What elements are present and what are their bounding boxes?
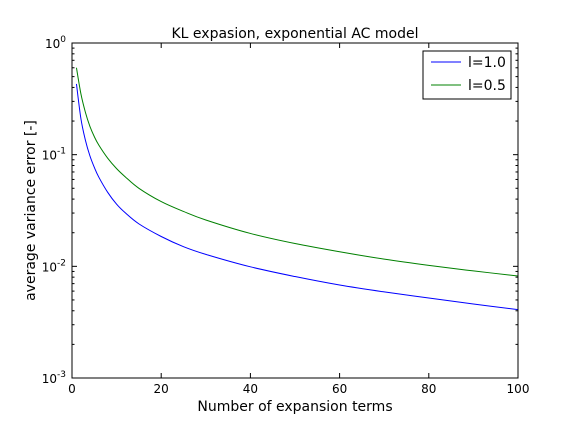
y-tick-label: 10-1 [42, 147, 66, 163]
series-line-2 [75, 67, 519, 277]
legend-label-l05: l=0.5 [468, 78, 506, 94]
y-tick-label: 10-2 [42, 258, 66, 274]
legend: l=1.0 l=0.5 [422, 50, 512, 100]
x-tick-label: 20 [154, 382, 169, 396]
y-tick-label: 100 [45, 35, 66, 51]
x-tick-label: 100 [507, 382, 530, 396]
x-tick-label: 80 [421, 382, 436, 396]
series-line-1 [75, 83, 519, 311]
plot-frame [71, 42, 519, 379]
legend-box [422, 50, 512, 100]
series-layer [75, 67, 519, 311]
x-axis-label: Number of expansion terms [197, 399, 392, 415]
x-tick-label: 40 [243, 382, 258, 396]
y-axis-label: average variance error [-] [23, 120, 39, 301]
chart-title: KL expasion, exponential AC model [172, 26, 419, 42]
legend-label-l1: l=1.0 [468, 55, 506, 71]
y-tick-label: 10-3 [42, 370, 66, 386]
x-tick-label: 0 [68, 382, 76, 396]
x-tick-label: 60 [332, 382, 347, 396]
